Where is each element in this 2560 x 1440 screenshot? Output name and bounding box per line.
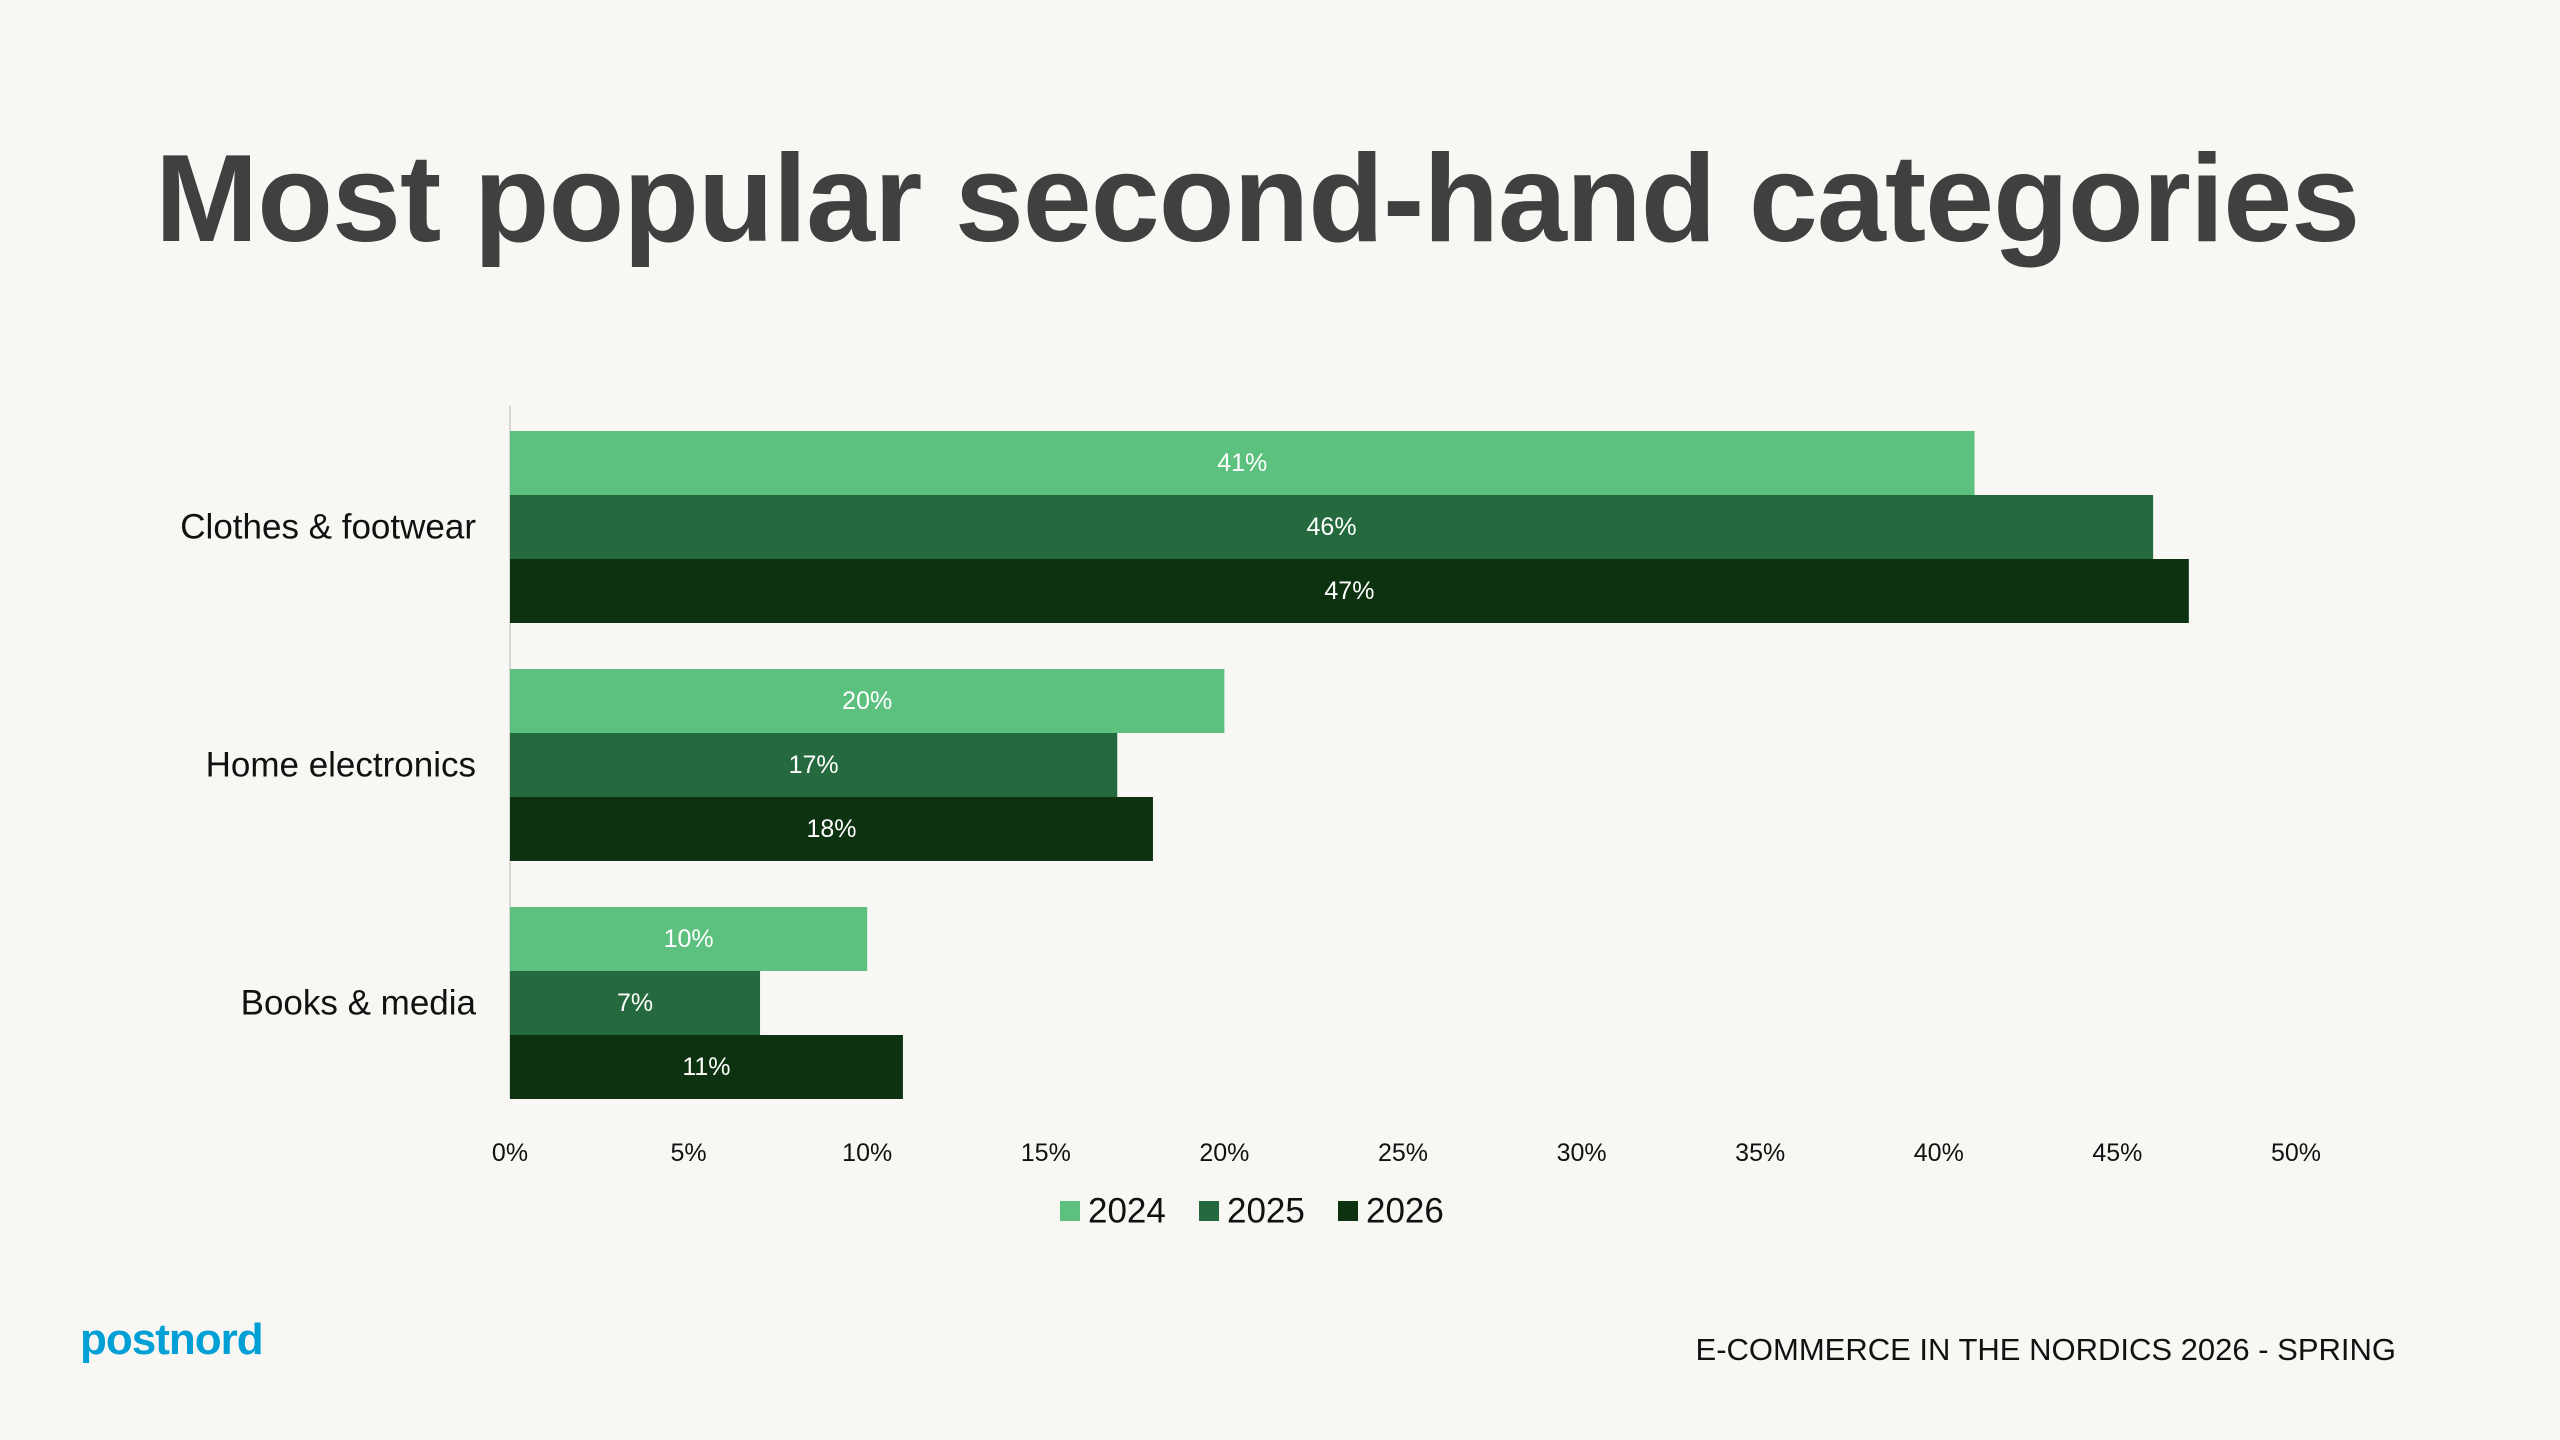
bar-chart: 41% 20% 10% 46% 17% 7% 47% 18% 11% Clothes & foot…	[180, 406, 2321, 1231]
data-label: 18%	[806, 815, 856, 843]
x-tick-label: 45%	[2092, 1139, 2142, 1167]
x-tick-label: 10%	[842, 1139, 892, 1167]
legend-label: 2024	[1088, 1192, 1166, 1231]
x-tick-label: 35%	[1735, 1139, 1785, 1167]
data-label: 10%	[664, 925, 714, 953]
data-label: 7%	[617, 989, 653, 1017]
category-label: Clothes & footwear	[180, 508, 476, 547]
data-label: 20%	[842, 687, 892, 715]
bar-2024-3	[510, 907, 868, 971]
x-tick-label: 30%	[1557, 1139, 1607, 1167]
x-tick-label: 20%	[1199, 1139, 1249, 1167]
legend-label: 2025	[1227, 1192, 1305, 1231]
postnord-logo: postnord	[80, 1315, 264, 1364]
bar-2025-2	[510, 733, 1118, 797]
bar-2025-1	[510, 495, 2154, 559]
footer-text: E-COMMERCE IN THE NORDICS 2026 - SPRING	[1695, 1332, 2396, 1367]
x-tick-label: 5%	[671, 1139, 707, 1167]
bar-2024-2	[510, 669, 1225, 733]
bar-2026-3	[510, 1035, 903, 1099]
data-label: 41%	[1217, 449, 1267, 477]
page-title: Most popular second-hand categories	[155, 130, 2360, 268]
legend-swatch-2024	[1060, 1201, 1080, 1221]
legend-swatch-2025	[1199, 1201, 1219, 1221]
data-label: 46%	[1307, 513, 1357, 541]
bar-2024-1	[510, 431, 1975, 495]
data-label: 17%	[789, 751, 839, 779]
x-tick-label: 0%	[492, 1139, 528, 1167]
legend-label: 2026	[1366, 1192, 1444, 1231]
x-tick-label: 50%	[2271, 1139, 2321, 1167]
bar-2026-2	[510, 797, 1153, 861]
category-label: Books & media	[241, 984, 477, 1023]
bar-2025-3	[510, 971, 761, 1035]
x-tick-label: 15%	[1021, 1139, 1071, 1167]
bar-2026-1	[510, 559, 2189, 623]
category-label: Home electronics	[206, 746, 476, 785]
data-label: 47%	[1324, 577, 1374, 605]
data-label: 11%	[682, 1053, 730, 1081]
legend-swatch-2026	[1338, 1201, 1358, 1221]
x-tick-label: 40%	[1914, 1139, 1964, 1167]
x-tick-label: 25%	[1378, 1139, 1428, 1167]
